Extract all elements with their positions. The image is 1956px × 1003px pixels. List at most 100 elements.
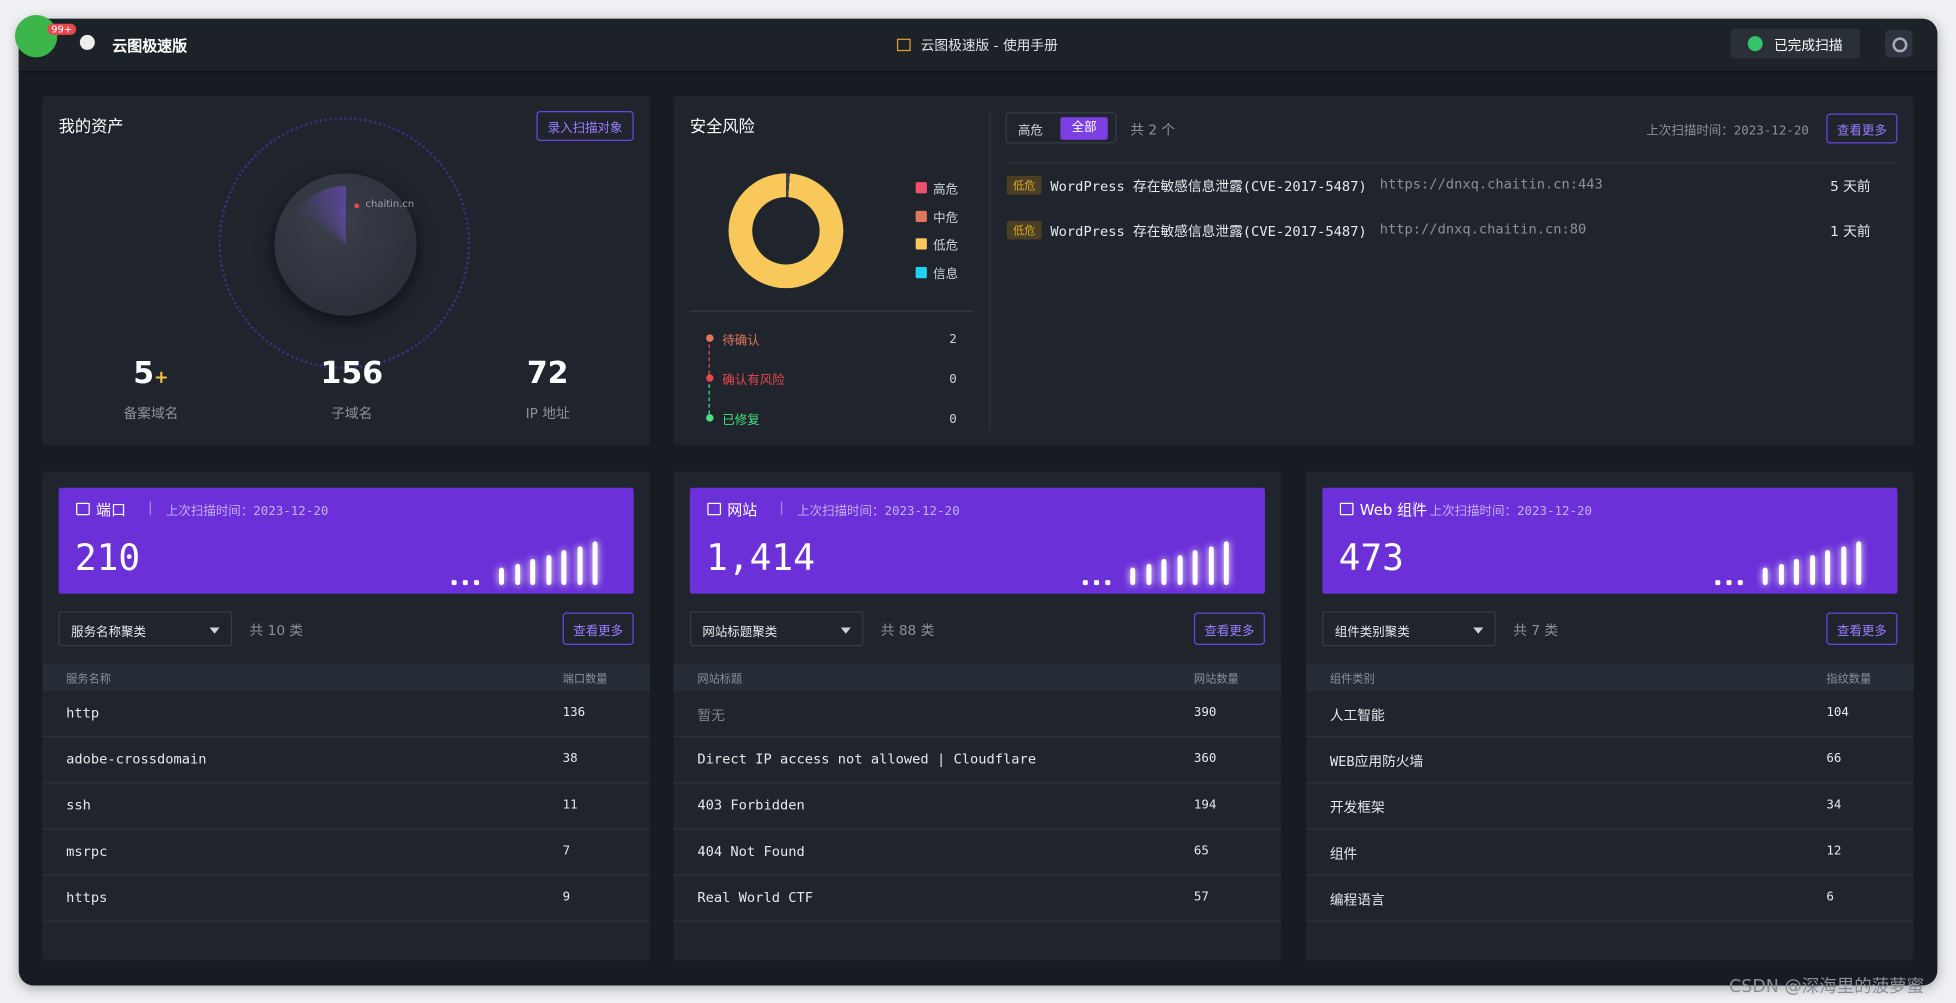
group-select[interactable] xyxy=(1322,611,1496,647)
deco-bar xyxy=(1778,563,1784,586)
deco-dot xyxy=(1105,580,1111,586)
risk-panel: 安全风险 高危 中危 低危 信息 待确认 2 确认有风险 0 已修复 0 高危 全部共 2 个上次扫描时… xyxy=(673,96,1914,446)
row-rule xyxy=(673,874,1282,876)
table-header xyxy=(673,663,1282,692)
deco-dot xyxy=(474,580,480,586)
row-name[interactable]: 403 Forbidden xyxy=(697,797,805,814)
row-rule xyxy=(42,874,650,876)
separator xyxy=(780,501,783,516)
deco-bar xyxy=(1130,567,1136,586)
row-name[interactable]: 开发框架 xyxy=(1329,799,1385,816)
column-header: 端口数量 xyxy=(562,673,608,687)
legend-label: 信息 xyxy=(933,267,959,282)
vuln-title[interactable]: WordPress 存在敏感信息泄露(CVE-2017-5487) xyxy=(1050,223,1367,240)
add-target-button[interactable]: 录入扫描对象 xyxy=(536,111,634,141)
column-header: 组件类别 xyxy=(1329,673,1375,687)
group-total: 共 7 类 xyxy=(1513,622,1559,639)
deco-bar xyxy=(1223,541,1229,586)
status-dot xyxy=(706,374,714,382)
deco-dot xyxy=(1715,580,1721,586)
row-name[interactable]: 组件 xyxy=(1329,845,1358,863)
row-name[interactable]: Real World CTF xyxy=(697,889,814,906)
deco-bar xyxy=(1145,563,1151,586)
row-name[interactable]: WEB应用防火墙 xyxy=(1329,753,1424,770)
row-name[interactable]: https xyxy=(66,889,108,906)
panel-title: 我的资产 xyxy=(58,118,124,138)
header-rule xyxy=(1005,162,1898,164)
row-rule xyxy=(42,828,650,830)
tab[interactable]: 高危 xyxy=(1017,124,1043,139)
top-bar xyxy=(18,18,1938,73)
assets-panel: 我的资产 录入扫描对象 chaitin.cn 5+ 备案域名 156 子域名 72 IP 地址 xyxy=(42,96,650,446)
row-count: 38 xyxy=(562,752,578,766)
deco-bar xyxy=(1856,541,1862,586)
logo[interactable] xyxy=(14,14,58,58)
legend-swatch xyxy=(915,182,927,194)
card-title: Web 组件 xyxy=(1359,501,1428,519)
column-header: 网站标题 xyxy=(697,673,743,687)
deco-bar xyxy=(1192,550,1198,586)
view-more-button[interactable]: 查看更多 xyxy=(1826,113,1898,144)
watermark: CSDN @深海里的菠萝蜜 xyxy=(1729,976,1925,997)
row-count: 390 xyxy=(1193,706,1217,720)
row-name[interactable]: ssh xyxy=(66,797,91,814)
row-name[interactable]: 404 Not Found xyxy=(697,843,805,860)
deco-dot xyxy=(1094,580,1100,586)
row-rule xyxy=(1306,736,1914,738)
deco-bar xyxy=(1840,545,1846,586)
row-rule xyxy=(1306,874,1914,876)
row-count: 104 xyxy=(1826,706,1849,720)
app-name: 云图极速版 xyxy=(112,37,188,55)
row-name[interactable]: 编程语言 xyxy=(1329,891,1385,909)
view-more-button[interactable]: 查看更多 xyxy=(1193,612,1265,645)
row-rule xyxy=(673,920,1282,922)
legend-label: 低危 xyxy=(933,239,959,254)
group-select[interactable] xyxy=(58,611,233,647)
radar-sweep xyxy=(286,185,405,304)
stat-value: 72 xyxy=(473,356,623,391)
group-select-label: 组件类别聚类 xyxy=(1334,626,1410,640)
status-count: 0 xyxy=(949,373,957,387)
row-rule xyxy=(1306,920,1914,922)
card-header xyxy=(689,487,1265,594)
column-header: 服务名称 xyxy=(66,673,112,687)
tab-active[interactable]: 全部 xyxy=(1060,117,1108,140)
deco-bar xyxy=(514,563,520,586)
group-select[interactable] xyxy=(689,611,864,647)
stat-label: 备案域名 xyxy=(123,405,179,422)
row-count: 360 xyxy=(1193,752,1217,766)
deco-bar xyxy=(498,567,504,586)
card-title: 端口 xyxy=(96,501,127,519)
risk-total: 共 2 个 xyxy=(1130,122,1176,139)
stat-card: 网站 上次扫描时间：2023-12-20 1,414 网站标题聚类 共 88 类 查看更多… xyxy=(673,471,1282,961)
view-more-button[interactable]: 查看更多 xyxy=(562,612,634,645)
vuln-title[interactable]: WordPress 存在敏感信息泄露(CVE-2017-5487) xyxy=(1050,178,1367,195)
legend-label: 高危 xyxy=(933,183,959,198)
panel-title: 安全风险 xyxy=(689,118,755,138)
row-rule xyxy=(673,782,1282,784)
deco-bar xyxy=(1793,558,1799,586)
manual-link[interactable]: 云图极速版 - 使用手册 xyxy=(920,37,1058,54)
deco-bar xyxy=(1825,550,1831,586)
row-count: 57 xyxy=(1193,890,1209,905)
vuln-time: 1 天前 xyxy=(1830,223,1871,240)
row-name[interactable]: http xyxy=(66,704,100,722)
last-scan: 上次扫描时间：2023-12-20 xyxy=(1646,124,1809,139)
separator xyxy=(1413,501,1415,516)
deco-dot xyxy=(1737,580,1743,586)
card-icon xyxy=(707,502,722,516)
status-dot xyxy=(706,414,714,422)
deco-bar xyxy=(1809,554,1815,586)
card-header xyxy=(58,487,634,594)
row-name[interactable]: 暂无 xyxy=(697,707,725,724)
status-label: 确认有风险 xyxy=(722,374,785,388)
view-more-button[interactable]: 查看更多 xyxy=(1826,612,1898,645)
row-name[interactable]: 人工智能 xyxy=(1329,707,1385,724)
row-name[interactable]: Direct IP access not allowed | Cloudflar… xyxy=(697,750,1037,768)
group-total: 共 10 类 xyxy=(249,622,304,639)
radar-label: chaitin.cn xyxy=(365,198,415,210)
row-name[interactable]: msrpc xyxy=(66,843,108,860)
card-last-scan: 上次扫描时间：2023-12-20 xyxy=(1429,505,1593,519)
row-name[interactable]: adobe-crossdomain xyxy=(66,750,207,768)
